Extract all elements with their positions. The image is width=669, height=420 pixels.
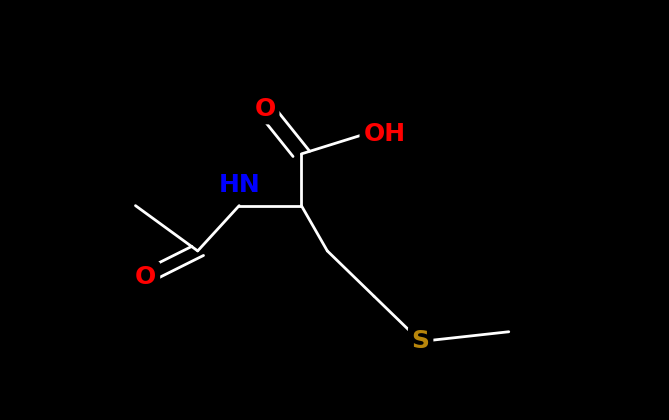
Text: O: O — [254, 97, 276, 121]
Text: OH: OH — [363, 123, 405, 147]
Text: HN: HN — [218, 173, 260, 197]
Text: S: S — [411, 329, 429, 354]
Text: O: O — [135, 265, 157, 289]
